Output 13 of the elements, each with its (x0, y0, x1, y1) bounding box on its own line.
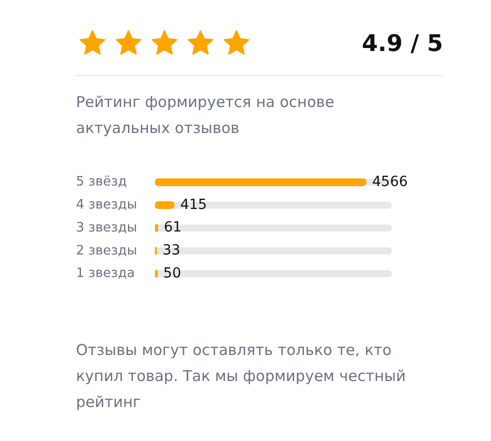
y-tick-label: 3 звезды (76, 220, 138, 236)
y-tick-label: 1 звезда (76, 266, 135, 282)
data-label: 50 (163, 265, 182, 282)
data-label: 4566 (372, 174, 408, 190)
data-label: 33 (162, 242, 180, 259)
y-tick-label: 4 звезды (76, 197, 138, 212)
text: Отзывы могут оставлять только те, кто купил товар. Так мы формируем честный рейтинг (76, 340, 407, 413)
chart-subtitle: Рейтинг формируется на основе актуальных отзывов (76, 92, 336, 139)
data-label: 61 (164, 220, 182, 236)
y-tick-label: 5 звёзд (76, 174, 127, 190)
chart-title: 4.9 / 5 (362, 30, 443, 59)
data-label: 415 (180, 196, 207, 213)
y-tick-label: 2 звезды (76, 243, 138, 258)
